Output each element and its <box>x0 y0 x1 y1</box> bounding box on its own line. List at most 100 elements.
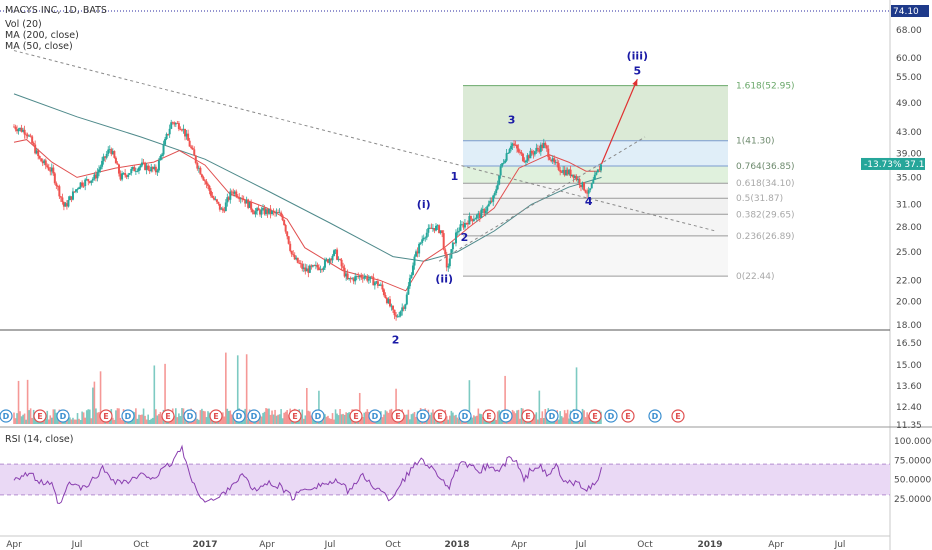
wave-label[interactable]: 2 <box>392 334 400 347</box>
drawings[interactable] <box>0 50 890 331</box>
wave-label[interactable]: 4 <box>585 195 593 208</box>
dividend-marker[interactable] <box>545 409 559 423</box>
volume-bar <box>76 413 79 424</box>
candle-body <box>170 122 173 129</box>
fib-level-label: 0(22.44) <box>736 272 775 282</box>
earnings-marker[interactable] <box>161 409 175 423</box>
candle-body <box>578 178 581 185</box>
earnings-marker[interactable] <box>33 409 47 423</box>
candle-body <box>245 199 248 204</box>
dividend-marker[interactable] <box>368 409 382 423</box>
volume-bar <box>449 415 451 424</box>
volume-bar <box>432 409 434 424</box>
volume-bar <box>541 411 544 424</box>
earnings-marker[interactable] <box>349 409 363 423</box>
volume-bar <box>228 410 230 424</box>
candle-body <box>566 169 569 175</box>
candle-body <box>162 144 165 155</box>
volume-bar <box>496 411 499 424</box>
price-tick-label: 60.00 <box>896 54 922 64</box>
earnings-marker[interactable] <box>99 409 113 423</box>
volume-bar <box>519 418 521 424</box>
candle-body <box>55 183 58 186</box>
wave-label[interactable]: 1 <box>451 170 459 183</box>
price-tick-label: 12.40 <box>896 403 922 413</box>
dividend-marker[interactable] <box>648 409 662 423</box>
candle-body <box>177 123 180 130</box>
dividend-marker[interactable] <box>121 409 135 423</box>
dividend-marker[interactable] <box>183 409 197 423</box>
projection-arrow-line[interactable] <box>600 78 638 165</box>
wave-label[interactable]: (i) <box>417 198 431 211</box>
dividend-marker[interactable] <box>56 409 70 423</box>
volume-bar <box>476 415 478 424</box>
earnings-marker[interactable] <box>391 409 405 423</box>
candle-body <box>330 258 333 261</box>
candle-body <box>87 179 90 182</box>
candle-body <box>113 151 116 158</box>
candle-body <box>184 128 187 137</box>
earnings-marker[interactable] <box>588 409 602 423</box>
candle-body <box>410 274 413 279</box>
dividend-marker[interactable] <box>499 409 513 423</box>
candle-body <box>456 231 459 233</box>
volume-bar <box>260 416 263 424</box>
wave-label[interactable]: (ii) <box>435 272 453 285</box>
candle-body <box>13 126 15 128</box>
volume-bar <box>26 379 29 424</box>
wave-label[interactable]: 2 <box>461 231 469 244</box>
volume-bar <box>386 411 388 424</box>
wave-label[interactable]: 3 <box>508 114 516 127</box>
volume-bar <box>566 409 569 424</box>
earnings-marker[interactable] <box>209 409 223 423</box>
candle-body <box>427 228 430 233</box>
dividend-marker[interactable] <box>232 409 246 423</box>
volume-bar <box>241 419 243 424</box>
earnings-marker[interactable] <box>521 409 535 423</box>
earnings-marker[interactable] <box>288 409 302 423</box>
dividend-marker[interactable] <box>604 409 618 423</box>
uptrend-line[interactable] <box>438 136 646 262</box>
volume-bar <box>148 419 151 424</box>
dividend-marker[interactable] <box>0 409 13 423</box>
dividend-marker[interactable] <box>311 409 325 423</box>
candle-body <box>99 166 102 170</box>
dividend-marker[interactable] <box>247 409 261 423</box>
chart-title: MACYS INC, 1D, BATS <box>5 5 107 16</box>
volume-bar <box>516 410 518 424</box>
candle-body <box>351 278 354 280</box>
fib-level-label: 1(41.30) <box>736 137 775 147</box>
earnings-marker[interactable] <box>621 409 635 423</box>
wave-labels[interactable]: 2 (i) (ii) 1 2 3 4 (iii)5 <box>392 50 648 347</box>
dividend-marker[interactable] <box>458 409 472 423</box>
candle-body <box>154 166 157 173</box>
volume-bar <box>112 417 114 424</box>
candle-body <box>137 167 140 171</box>
candle-body <box>489 200 492 204</box>
price-tick-label: 11.35 <box>896 421 922 431</box>
candle-body <box>212 197 215 200</box>
candle-body <box>171 122 174 124</box>
dividend-marker[interactable] <box>569 409 583 423</box>
dividend-marker[interactable] <box>416 409 430 423</box>
candle-body <box>422 237 425 240</box>
earnings-marker[interactable] <box>482 409 496 423</box>
candle-body <box>441 230 444 234</box>
candle-body <box>105 153 108 158</box>
volume-bar <box>589 419 592 424</box>
wave-label[interactable]: (iii) <box>627 50 648 63</box>
candle-body <box>221 208 224 211</box>
price-candles <box>13 119 602 321</box>
earnings-marker[interactable] <box>433 409 447 423</box>
candle-body <box>101 160 104 167</box>
downtrend-line[interactable] <box>13 50 716 232</box>
earnings-marker[interactable] <box>671 409 685 423</box>
candle-body <box>360 275 363 278</box>
wave-label[interactable]: 5 <box>633 64 641 77</box>
candle-body <box>433 228 436 231</box>
candle-body <box>199 167 202 175</box>
price-tick-label: 49.00 <box>896 99 922 109</box>
fibonacci-projection[interactable]: 1.618(52.95) 1(41.30) 0.764(36.85) 0.618(34… <box>463 82 795 283</box>
